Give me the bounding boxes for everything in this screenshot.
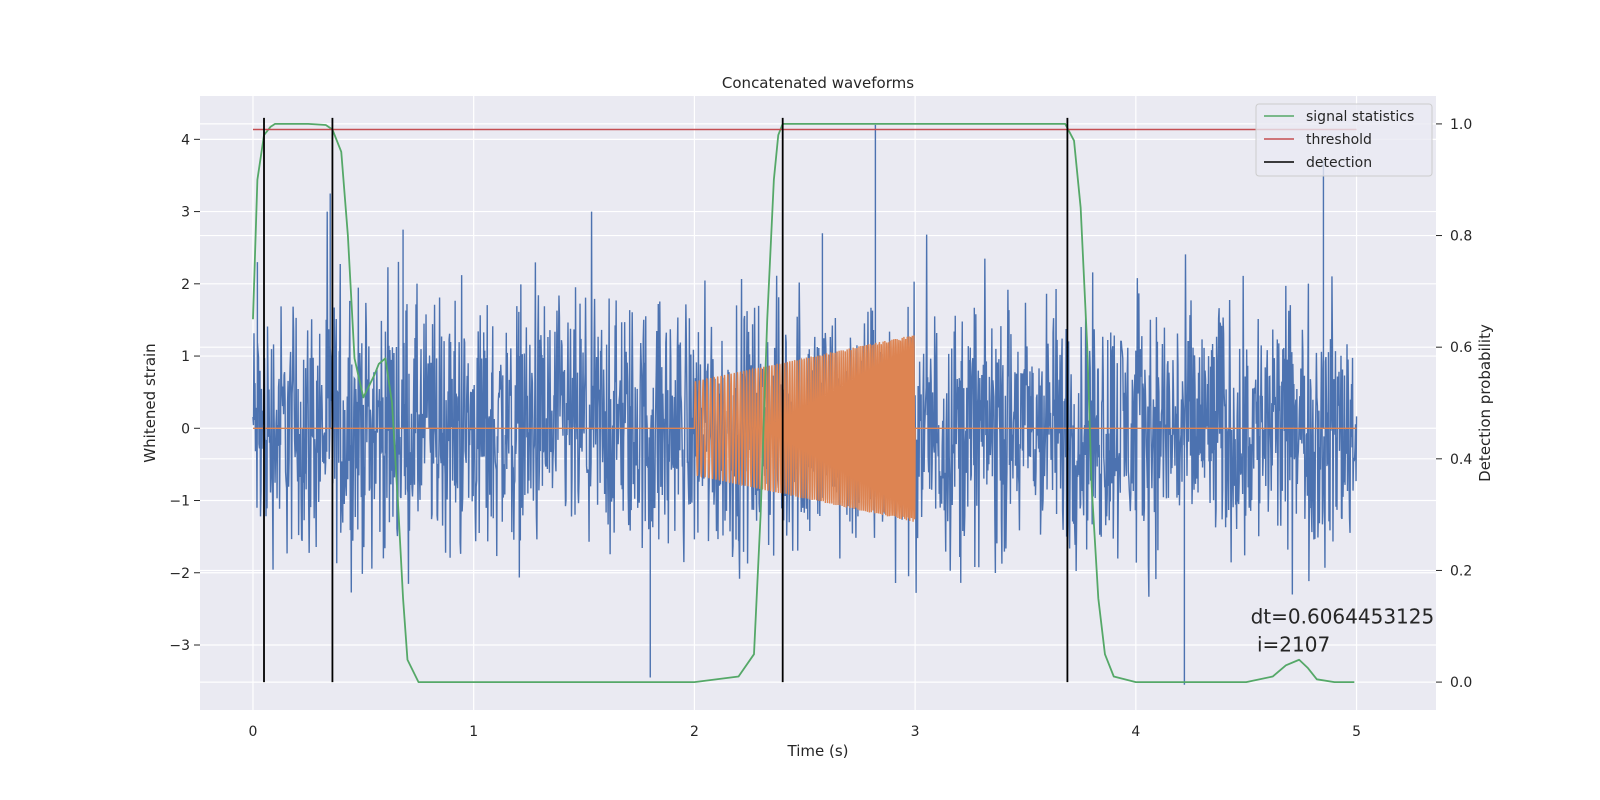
y-axis-right-label: Detection probability — [1476, 324, 1494, 482]
y-right-tick-label: 0.8 — [1450, 229, 1472, 245]
x-axis-label: Time (s) — [787, 742, 849, 760]
y-tick-label: 2 — [181, 277, 190, 293]
y-tick-label: 1 — [181, 349, 190, 365]
x-tick-label: 4 — [1131, 724, 1140, 740]
x-tick-label: 5 — [1352, 724, 1361, 740]
legend: signal statistics threshold detection — [1255, 103, 1433, 177]
y-tick-label: −3 — [169, 638, 190, 654]
tick-labels: 0 1 2 3 4 5 −3 −2 −1 0 1 2 3 4 0.0 0.2 0.4 0.6 0.8 1.0 — [169, 117, 1472, 740]
x-tick-label: 2 — [690, 724, 699, 740]
series-layer — [252, 117, 1358, 685]
annotation-dt: dt=0.6064453125 — [1251, 604, 1435, 628]
series-injected-signal-line — [252, 335, 1357, 522]
series-signal-statistics-line — [252, 123, 1355, 683]
legend-label-signal-statistics: signal statistics — [1306, 109, 1414, 125]
y-right-tick-label: 0.6 — [1450, 340, 1472, 356]
y-tick-label: −1 — [169, 494, 190, 510]
y-tick-label: −2 — [169, 566, 190, 582]
y-right-tick-label: 1.0 — [1450, 117, 1472, 133]
y-right-tick-label: 0.0 — [1450, 675, 1472, 691]
y-tick-label: 3 — [181, 205, 190, 221]
y-axis-label: Whitened strain — [141, 343, 159, 462]
annotation-index: i=2107 — [1251, 632, 1331, 656]
legend-box — [1255, 103, 1433, 177]
y-right-tick-label: 0.2 — [1450, 563, 1472, 579]
chart-title: Concatenated waveforms — [722, 74, 914, 92]
y-tick-label: 0 — [181, 421, 190, 437]
x-tick-label: 1 — [469, 724, 478, 740]
y-tick-label: 4 — [181, 132, 190, 148]
legend-label-detection: detection — [1306, 155, 1372, 171]
x-tick-label: 0 — [249, 724, 258, 740]
x-tick-label: 3 — [911, 724, 920, 740]
legend-label-threshold: threshold — [1306, 132, 1372, 148]
y-right-tick-label: 0.4 — [1450, 452, 1472, 468]
